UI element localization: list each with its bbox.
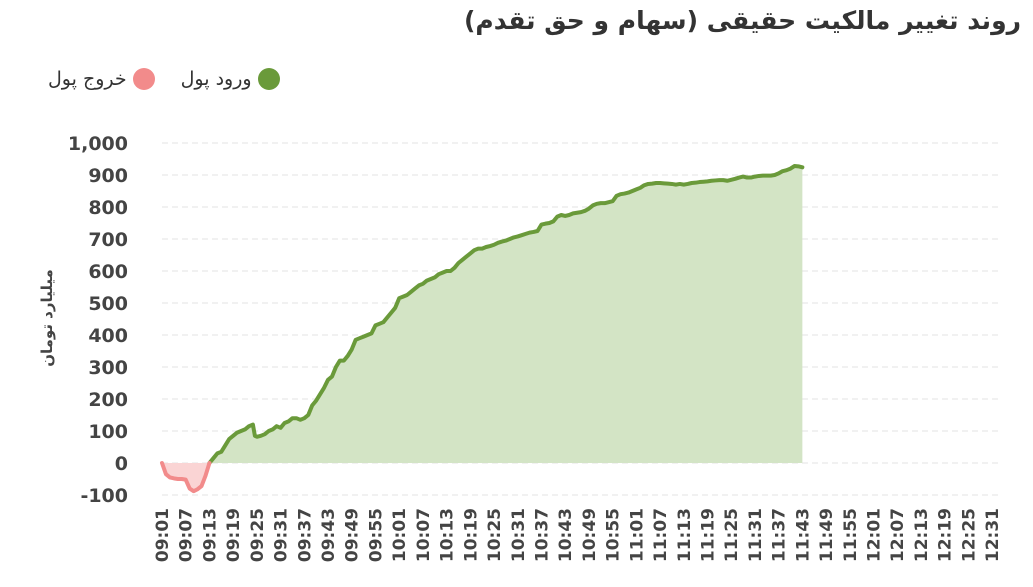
y-axis-ticks: -100 0 100 200 300 400 500 600 700 800 900 1,000 bbox=[68, 133, 128, 507]
legend-dot-outflow bbox=[132, 68, 155, 90]
x-tick-label: 10:37 bbox=[532, 508, 552, 562]
x-tick-label: 12:01 bbox=[865, 508, 885, 562]
x-tick-label: 09:37 bbox=[295, 508, 315, 562]
y-tick-label: 0 bbox=[115, 453, 128, 475]
x-axis-ticks: 09:01 09:07 09:13 09:19 09:25 09:31 09:37 09:43… bbox=[153, 508, 1003, 562]
series-area-0 bbox=[209, 166, 803, 464]
y-tick-label: 1,000 bbox=[68, 133, 128, 155]
x-tick-label: 11:49 bbox=[817, 508, 837, 562]
legend-label-outflow: خروج پول bbox=[48, 68, 127, 90]
legend-item-inflow[interactable]: ورود پول bbox=[181, 68, 280, 90]
x-tick-label: 11:43 bbox=[793, 508, 813, 562]
x-tick-label: 12:07 bbox=[888, 508, 908, 562]
y-tick-label: 800 bbox=[88, 197, 128, 219]
x-tick-label: 10:31 bbox=[509, 508, 529, 562]
series-line-1 bbox=[160, 461, 212, 494]
x-tick-label: 11:31 bbox=[746, 508, 766, 562]
y-tick-label: 200 bbox=[88, 389, 128, 411]
x-tick-label: 10:43 bbox=[556, 508, 576, 562]
x-tick-label: 11:37 bbox=[770, 508, 790, 562]
x-tick-label: 09:49 bbox=[343, 508, 363, 562]
x-tick-label: 10:55 bbox=[604, 508, 624, 562]
y-tick-label: 700 bbox=[88, 229, 128, 251]
x-tick-label: 11:01 bbox=[627, 508, 647, 562]
x-tick-label: 11:55 bbox=[841, 508, 861, 562]
x-tick-label: 09:13 bbox=[200, 508, 220, 562]
x-tick-label: 09:55 bbox=[366, 508, 386, 562]
y-tick-label: 100 bbox=[88, 421, 128, 443]
x-tick-label: 09:25 bbox=[248, 508, 268, 562]
x-tick-label: 10:07 bbox=[414, 508, 434, 562]
x-tick-label: 10:19 bbox=[461, 508, 481, 562]
y-tick-label: 400 bbox=[88, 325, 128, 347]
legend-dot-inflow bbox=[257, 68, 280, 90]
x-tick-label: 09:43 bbox=[319, 508, 339, 562]
y-tick-label: 900 bbox=[88, 165, 128, 187]
x-tick-label: 10:49 bbox=[580, 508, 600, 562]
x-tick-label: 11:07 bbox=[651, 508, 671, 562]
y-axis-label: میلیارد تومان bbox=[38, 269, 56, 367]
x-tick-label: 11:19 bbox=[698, 508, 718, 562]
x-tick-label: 12:19 bbox=[936, 508, 956, 562]
x-tick-label: 09:31 bbox=[272, 508, 292, 562]
x-tick-label: 09:07 bbox=[177, 508, 197, 562]
legend-item-outflow[interactable]: خروج پول bbox=[48, 68, 155, 90]
series-line-0 bbox=[207, 164, 805, 465]
y-tick-label: -100 bbox=[80, 485, 128, 507]
x-tick-label: 10:01 bbox=[390, 508, 410, 562]
series-area-1 bbox=[162, 463, 210, 492]
x-tick-label: 09:01 bbox=[153, 508, 173, 562]
series-lines bbox=[160, 164, 805, 494]
x-tick-label: 12:13 bbox=[912, 508, 932, 562]
legend-label-inflow: ورود پول bbox=[180, 68, 252, 90]
legend: ورود پول خروج پول bbox=[22, 68, 280, 90]
y-tick-label: 300 bbox=[88, 357, 128, 379]
x-tick-label: 11:25 bbox=[722, 508, 742, 562]
y-tick-label: 600 bbox=[88, 261, 128, 283]
chart-title: روند تغییر مالکیت حقیقی (سهام و حق تقدم) bbox=[464, 6, 1021, 35]
x-tick-label: 10:13 bbox=[438, 508, 458, 562]
x-tick-label: 09:19 bbox=[224, 508, 244, 562]
x-tick-label: 12:31 bbox=[983, 508, 1003, 562]
x-tick-label: 11:13 bbox=[675, 508, 695, 562]
x-tick-label: 12:25 bbox=[959, 508, 979, 562]
y-tick-label: 500 bbox=[88, 293, 128, 315]
x-tick-label: 10:25 bbox=[485, 508, 505, 562]
series-areas bbox=[162, 166, 803, 492]
